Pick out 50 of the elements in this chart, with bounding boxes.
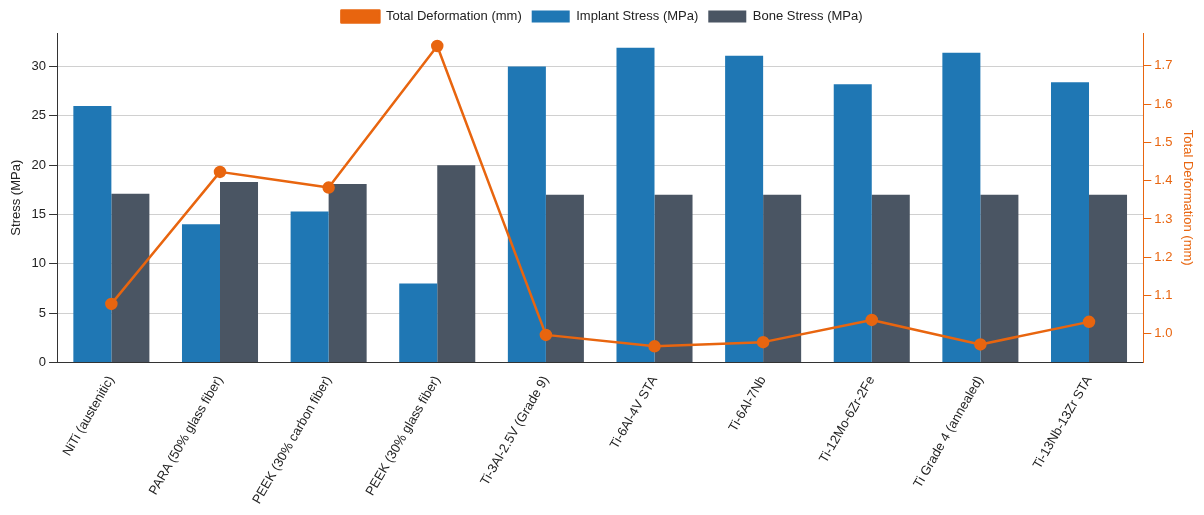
y2-tick-label: 1.5 — [1154, 134, 1173, 149]
bar — [111, 193, 150, 362]
bar — [437, 165, 476, 362]
bar — [1050, 82, 1090, 362]
y2-axis-title: Total Deformation (mm) — [1180, 129, 1196, 266]
y-tick-label: 20 — [31, 156, 47, 172]
y-tick-label: 5 — [38, 304, 47, 320]
point — [431, 39, 444, 53]
bar — [871, 194, 910, 362]
legend-label: Implant Stress (MPa) — [576, 8, 699, 24]
bar — [980, 194, 1019, 362]
y2-tick-label: 1.1 — [1154, 287, 1173, 303]
bar — [545, 194, 584, 362]
point — [539, 328, 553, 342]
bar — [1089, 194, 1128, 362]
bar — [616, 47, 655, 362]
y2-tick-label: 1.6 — [1154, 95, 1173, 111]
y2-tick-label: 1.0 — [1154, 325, 1173, 341]
bar — [181, 224, 220, 362]
y-tick-label: 10 — [31, 255, 47, 271]
legend-label: Total Deformation (mm) — [385, 8, 522, 24]
point — [756, 335, 770, 349]
point — [1082, 315, 1096, 329]
y2-tick-label: 1.7 — [1154, 57, 1173, 73]
y-tick-label: 30 — [31, 58, 47, 74]
point — [213, 165, 227, 179]
bar — [725, 55, 764, 362]
point — [648, 340, 661, 353]
bar — [763, 194, 802, 362]
bar — [290, 211, 329, 362]
y-axis-title: Stress (MPa) — [8, 159, 24, 236]
bar — [507, 66, 546, 362]
bar — [399, 283, 438, 362]
bar — [328, 183, 367, 362]
bar — [833, 84, 872, 362]
y-tick-label: 15 — [31, 206, 47, 222]
bar — [73, 105, 112, 362]
bar — [220, 181, 259, 362]
point — [974, 338, 987, 351]
y2-tick-label: 1.4 — [1154, 172, 1173, 188]
y2-tick-label: 1.3 — [1154, 210, 1173, 226]
point — [322, 181, 335, 194]
y-tick-label: 25 — [31, 107, 47, 123]
y2-tick-label: 1.2 — [1154, 248, 1173, 264]
point — [865, 313, 879, 327]
point — [105, 297, 118, 311]
bar — [942, 52, 981, 362]
y-tick-label: 0 — [38, 354, 47, 369]
legend-label: Bone Stress (MPa) — [752, 8, 863, 24]
bar — [654, 194, 693, 362]
